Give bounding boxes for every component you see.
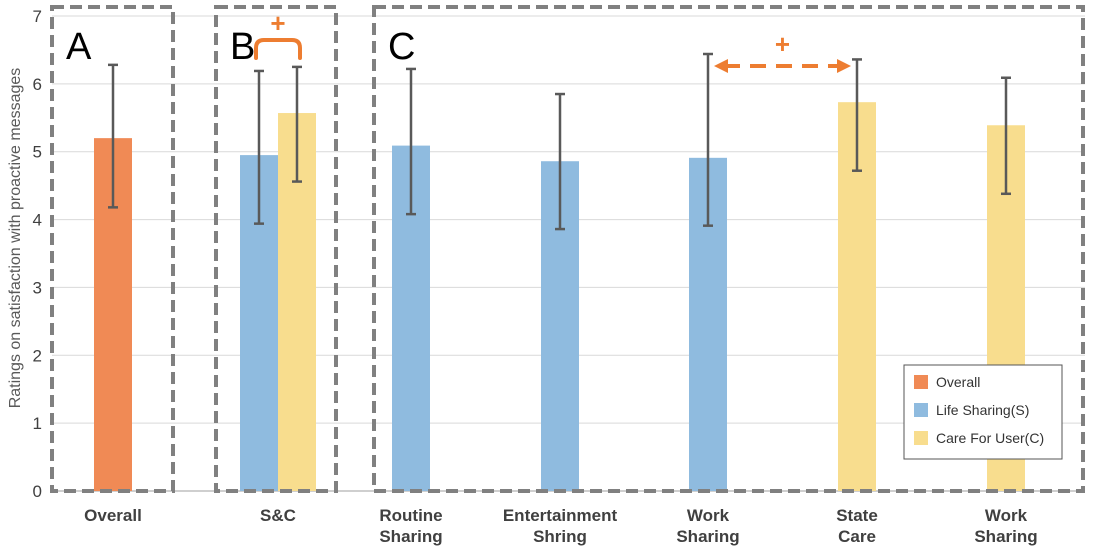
y-tick-label: 6	[33, 75, 42, 94]
category-label: Routine Sharing	[379, 506, 442, 546]
significance-marker: +	[775, 29, 790, 59]
panel-letter: B	[230, 26, 255, 68]
category-label: Work Sharing	[676, 506, 739, 546]
significance-marker: +	[270, 8, 285, 38]
category-labels: Overall S&C Routine Sharing Entertainment Shr…	[84, 506, 1037, 546]
panel-letter: A	[66, 26, 92, 68]
category-label: Entertainment Shring	[503, 506, 618, 546]
y-tick-label: 1	[33, 414, 42, 433]
y-tick-label: 3	[33, 278, 42, 297]
category-label: State Care	[836, 506, 878, 546]
legend-swatch	[914, 403, 928, 417]
legend-swatch	[914, 375, 928, 389]
arrow-head-right	[837, 59, 851, 73]
panel-box-a	[50, 5, 175, 493]
panel-box-c	[372, 5, 1085, 493]
y-tick-label: 2	[33, 346, 42, 365]
legend-label: Care For User(C)	[936, 430, 1044, 446]
significance-annotations: ++	[254, 8, 851, 73]
category-label: Work Sharing	[974, 506, 1037, 546]
y-tick-label: 0	[33, 482, 42, 501]
category-label: Overall	[84, 506, 142, 525]
y-tick-label: 4	[33, 211, 42, 230]
legend-swatch	[914, 431, 928, 445]
y-tick-label: 5	[33, 143, 42, 162]
arrow-head-left	[714, 59, 728, 73]
y-axis-label: Ratings on satisfaction with proactive m…	[7, 68, 24, 409]
error-bars	[108, 52, 1011, 231]
panel-boxes: A B C	[50, 5, 1085, 493]
legend: Overall Life Sharing(S) Care For User(C)	[903, 364, 1063, 460]
y-tick-label: 7	[33, 7, 42, 26]
legend-label: Overall	[936, 374, 980, 390]
panel-box-b	[214, 5, 338, 493]
panel-letter: C	[388, 26, 415, 68]
legend-box	[903, 364, 1063, 460]
significance-bracket	[254, 38, 302, 60]
legend-label: Life Sharing(S)	[936, 402, 1029, 418]
category-label: S&C	[260, 506, 296, 525]
